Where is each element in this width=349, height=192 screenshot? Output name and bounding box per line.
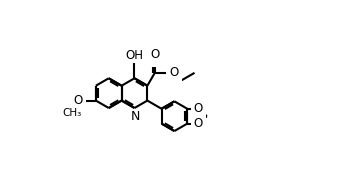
Text: O: O — [73, 94, 82, 107]
Text: O: O — [150, 48, 159, 61]
Text: CH₃: CH₃ — [62, 108, 81, 118]
Text: N: N — [131, 110, 140, 123]
Text: O: O — [169, 66, 178, 79]
Text: OH: OH — [126, 50, 144, 62]
Text: O: O — [194, 117, 203, 130]
Text: O: O — [194, 102, 203, 115]
